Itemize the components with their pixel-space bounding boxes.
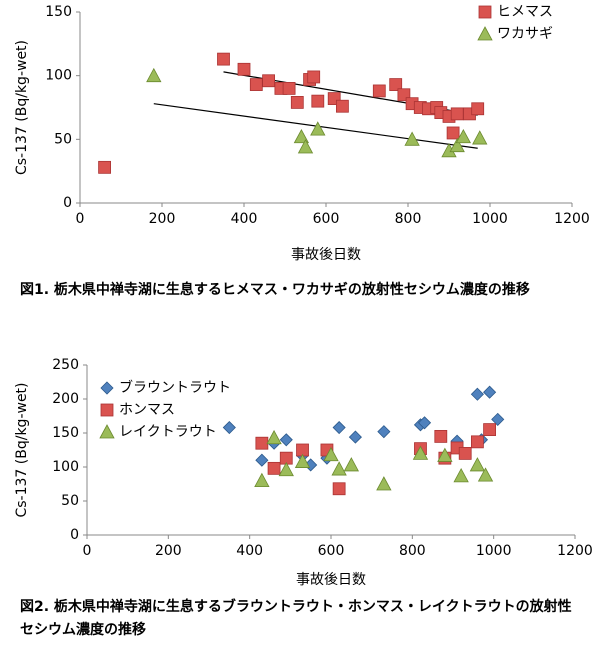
marker (404, 131, 420, 146)
marker (254, 472, 270, 488)
x-tick-label: 0 (76, 211, 85, 227)
marker (412, 445, 429, 460)
marker (469, 457, 486, 472)
marker (290, 96, 304, 109)
marker (437, 447, 453, 462)
y-tick-label: 50 (61, 493, 79, 509)
marker (217, 52, 230, 66)
x-tick-label: 800 (399, 543, 426, 559)
x-tick-label: 600 (313, 211, 340, 227)
marker (372, 84, 386, 98)
marker (255, 453, 269, 467)
marker (348, 430, 362, 444)
marker (98, 160, 111, 174)
x-tick-label: 200 (155, 543, 182, 559)
marker (331, 461, 347, 476)
marker (483, 385, 497, 399)
marker (237, 62, 251, 76)
marker (458, 446, 472, 460)
x-tick-label: 1200 (557, 543, 593, 559)
marker (389, 78, 403, 91)
x-tick-label: 600 (318, 543, 345, 559)
y-tick-label: 100 (45, 68, 72, 84)
legend-label: ワカサギ (497, 26, 553, 42)
caption: セシウム濃度の推移 (20, 621, 146, 638)
marker (279, 433, 293, 447)
caption: 図1. 栃木県中禅寺湖に生息するヒメマス・ワカサギの放射性セシウム濃度の推移 (20, 281, 530, 298)
marker (222, 420, 236, 435)
marker (450, 107, 464, 121)
marker (478, 5, 492, 19)
marker (267, 461, 281, 475)
marker (293, 128, 310, 144)
legend-label: レイクトラウト (119, 424, 217, 440)
marker (470, 387, 484, 401)
marker (307, 70, 321, 84)
marker (266, 429, 282, 445)
marker (332, 420, 346, 435)
y-tick-label: 50 (54, 131, 72, 147)
marker (249, 78, 263, 91)
marker (477, 467, 494, 482)
marker (491, 412, 505, 426)
marker (434, 429, 448, 443)
y-tick-label: 200 (52, 391, 79, 407)
marker (297, 139, 314, 154)
marker (470, 435, 484, 449)
marker (278, 461, 294, 477)
y-tick-label: 0 (63, 195, 72, 211)
marker (294, 453, 311, 468)
marker (323, 446, 339, 462)
x-tick-label: 800 (395, 211, 422, 227)
marker (262, 74, 276, 88)
marker (311, 94, 325, 108)
y-tick-label: 100 (52, 459, 79, 475)
y-tick-label: 150 (52, 425, 79, 441)
y-axis-label: Cs-137 (Bq/kg-wet) (14, 382, 30, 517)
marker (146, 67, 162, 83)
x-axis-label: 事故後日数 (296, 572, 366, 588)
x-tick-label: 1200 (554, 211, 590, 227)
marker (377, 425, 391, 439)
marker (335, 99, 349, 113)
marker (100, 381, 114, 395)
y-tick-label: 0 (70, 527, 79, 543)
marker (471, 102, 485, 116)
marker (376, 476, 392, 491)
marker (455, 128, 472, 144)
marker (100, 403, 114, 417)
y-axis-label: Cs-137 (Bq/kg-wet) (14, 40, 30, 175)
marker (483, 423, 497, 437)
legend-label: ブラウントラウト (119, 379, 231, 396)
marker (343, 457, 360, 472)
marker (449, 137, 465, 153)
marker (310, 121, 326, 136)
y-tick-label: 150 (45, 4, 72, 20)
x-tick-label: 0 (83, 543, 92, 559)
x-tick-label: 1000 (472, 211, 508, 227)
marker (282, 82, 296, 95)
marker (99, 424, 115, 439)
legend-label: ホンマス (119, 402, 175, 418)
x-tick-label: 200 (149, 211, 176, 227)
marker (446, 126, 460, 140)
marker (332, 482, 346, 496)
marker (477, 26, 493, 41)
marker (453, 467, 469, 483)
marker (417, 416, 432, 430)
y-tick-label: 250 (52, 357, 79, 373)
x-axis-label: 事故後日数 (291, 247, 361, 263)
marker (255, 436, 269, 450)
x-tick-label: 400 (231, 211, 258, 227)
x-tick-label: 400 (236, 543, 263, 559)
caption: 図2. 栃木県中禅寺湖に生息するブラウントラウト・ホンマス・レイクトラウトの放射… (20, 598, 572, 615)
legend-label: ヒメマス (497, 4, 553, 20)
x-tick-label: 1000 (476, 543, 512, 559)
marker (472, 130, 488, 145)
